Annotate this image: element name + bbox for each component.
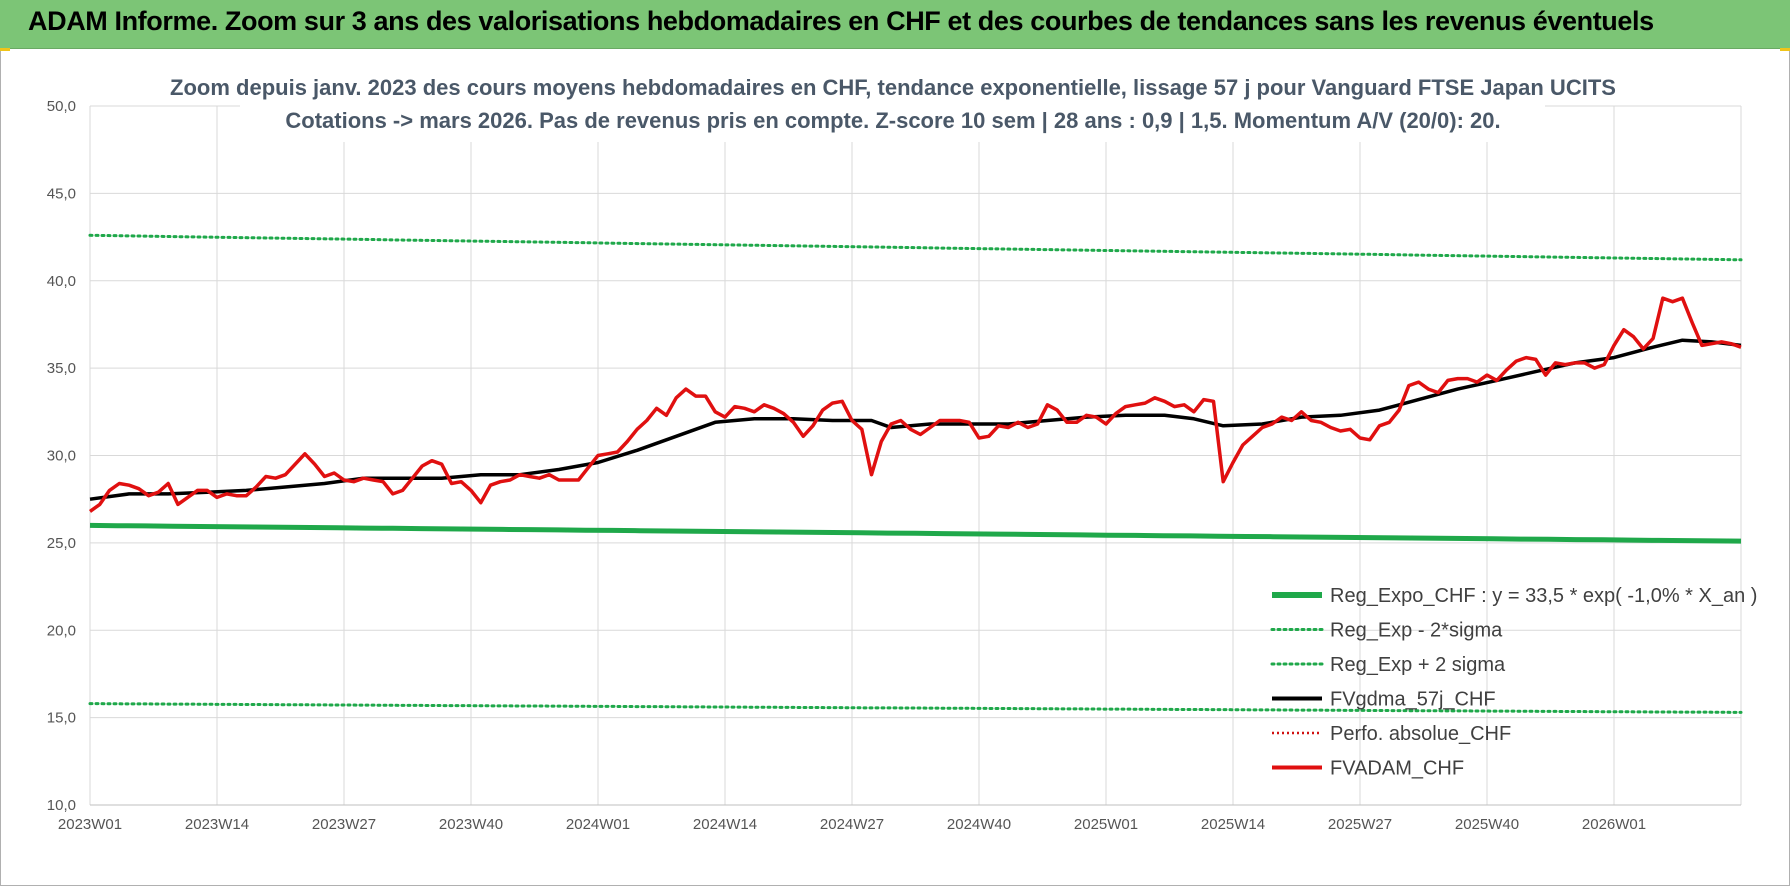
y-tick-label: 50,0	[47, 98, 76, 115]
title-background	[240, 66, 1545, 142]
y-tick-label: 40,0	[47, 273, 76, 290]
x-tick-label: 2024W01	[566, 816, 630, 833]
chart-legend: Reg_Expo_CHF : y = 33,5 * exp( -1,0% * X…	[1270, 585, 1757, 780]
y-axis-ticks: 10,0 15,0 20,0 25,0 30,0 35,0 40,0 45,0 50,0	[47, 98, 76, 814]
x-tick-label: 2025W27	[1328, 816, 1392, 833]
chart-title-line-1: Zoom depuis janv. 2023 des cours moyens …	[170, 75, 1616, 100]
chart-title-box: Zoom depuis janv. 2023 des cours moyens …	[170, 66, 1616, 142]
legend-entry-label: Reg_Expo_CHF : y = 33,5 * exp( -1,0% * X…	[1330, 585, 1757, 607]
x-tick-label: 2024W27	[820, 816, 884, 833]
y-tick-label: 25,0	[47, 535, 76, 552]
legend-entry-label: FVADAM_CHF	[1330, 758, 1464, 780]
grid-lines	[89, 105, 1742, 806]
chart-title-line-2: Cotations -> mars 2026. Pas de revenus p…	[285, 108, 1500, 133]
x-tick-label: 2023W27	[312, 816, 376, 833]
legend-entry-label: Reg_Exp + 2 sigma	[1330, 654, 1506, 676]
y-tick-label: 30,0	[47, 448, 76, 465]
corner-mark-left	[0, 48, 10, 51]
banner-title: ADAM Informe. Zoom sur 3 ans des valoris…	[28, 6, 1654, 36]
x-tick-label: 2023W14	[185, 816, 249, 833]
legend-entry-label: FVgdma_57j_CHF	[1330, 689, 1496, 711]
series-line-fvadam-chf	[88, 296, 1742, 513]
series-line-fvgdma-57j-chf	[89, 338, 1742, 501]
y-tick-label: 45,0	[47, 185, 76, 202]
legend-entry-label: Reg_Exp - 2*sigma	[1330, 620, 1503, 642]
x-tick-label: 2025W14	[1201, 816, 1265, 833]
report-banner: ADAM Informe. Zoom sur 3 ans des valoris…	[0, 0, 1790, 49]
series-line-reg-expo-chf	[89, 522, 1742, 544]
y-tick-label: 20,0	[47, 622, 76, 639]
x-axis-ticks: 2023W01 2023W14 2023W27 2023W40 2024W01 2024W…	[58, 816, 1646, 833]
x-tick-label: 2024W14	[693, 816, 757, 833]
y-tick-label: 10,0	[47, 797, 76, 814]
x-tick-label: 2024W40	[947, 816, 1011, 833]
legend-entry-label: Perfo. absolue_CHF	[1330, 723, 1511, 745]
series-line-reg-exp-plus-2-sigma	[88, 233, 1743, 262]
series-line-reg-exp-minus-2-sigma	[88, 702, 1743, 714]
series-lines	[88, 233, 1743, 714]
x-tick-label: 2023W01	[58, 816, 122, 833]
x-tick-label: 2025W40	[1455, 816, 1519, 833]
x-tick-label: 2026W01	[1582, 816, 1646, 833]
y-tick-label: 35,0	[47, 360, 76, 377]
x-tick-label: 2023W40	[439, 816, 503, 833]
corner-mark-right	[1780, 48, 1790, 51]
y-tick-label: 15,0	[47, 710, 76, 727]
x-tick-label: 2025W01	[1074, 816, 1138, 833]
